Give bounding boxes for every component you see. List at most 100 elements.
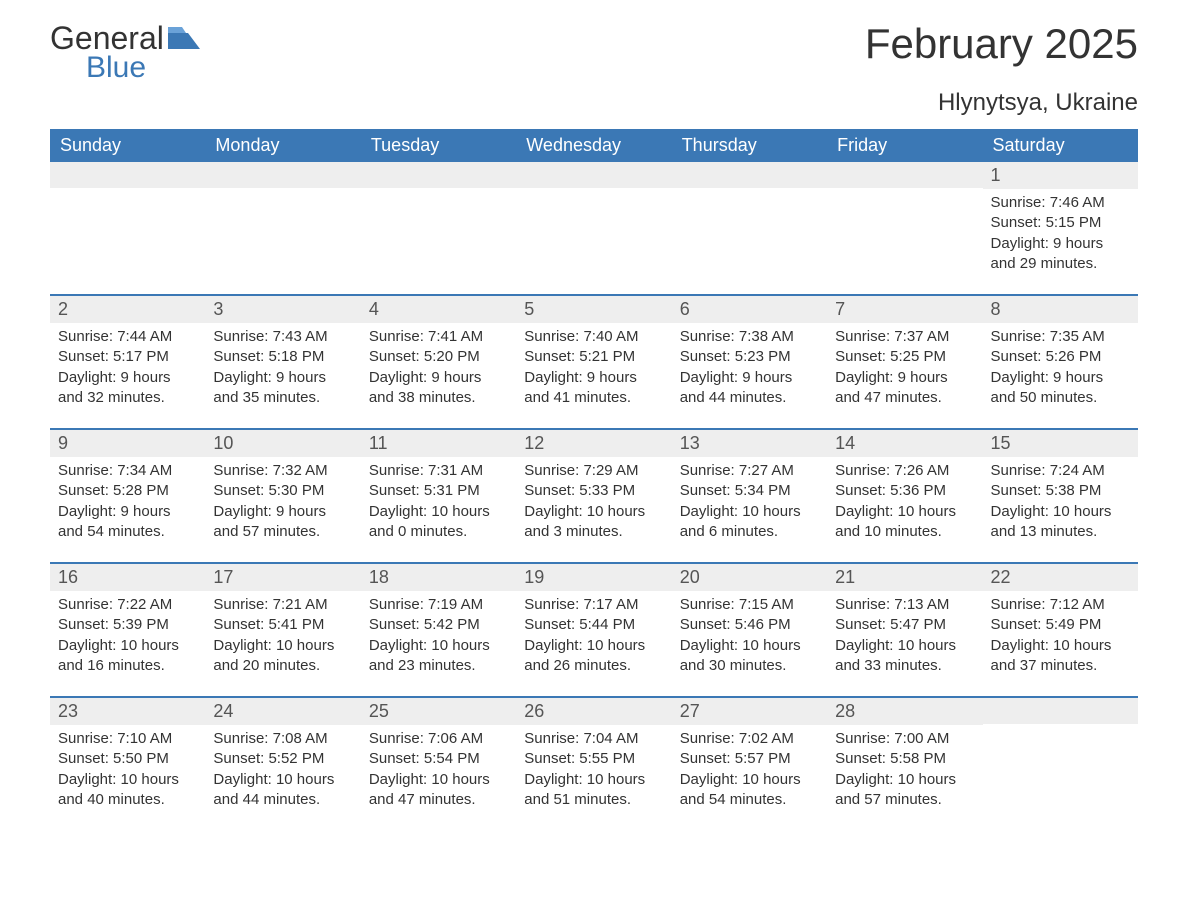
weekday-header: Saturday — [983, 129, 1138, 162]
day-body: Sunrise: 7:29 AMSunset: 5:33 PMDaylight:… — [516, 457, 671, 550]
sunrise-text: Sunrise: 7:34 AM — [58, 461, 197, 481]
daylight-text: Daylight: 10 hours and 13 minutes. — [991, 502, 1130, 543]
day-body: Sunrise: 7:13 AMSunset: 5:47 PMDaylight:… — [827, 591, 982, 684]
location-label: Hlynytsya, Ukraine — [50, 89, 1138, 117]
day-body: Sunrise: 7:26 AMSunset: 5:36 PMDaylight:… — [827, 457, 982, 550]
calendar-day: 21Sunrise: 7:13 AMSunset: 5:47 PMDayligh… — [827, 564, 982, 684]
day-body: Sunrise: 7:46 AMSunset: 5:15 PMDaylight:… — [983, 189, 1138, 282]
sunrise-text: Sunrise: 7:46 AM — [991, 193, 1130, 213]
calendar-day: 1Sunrise: 7:46 AMSunset: 5:15 PMDaylight… — [983, 162, 1138, 282]
sunrise-text: Sunrise: 7:35 AM — [991, 327, 1130, 347]
daylight-text: Daylight: 9 hours and 38 minutes. — [369, 368, 508, 409]
daylight-text: Daylight: 10 hours and 26 minutes. — [524, 636, 663, 677]
day-body: Sunrise: 7:37 AMSunset: 5:25 PMDaylight:… — [827, 323, 982, 416]
calendar-day: 10Sunrise: 7:32 AMSunset: 5:30 PMDayligh… — [205, 430, 360, 550]
sunset-text: Sunset: 5:17 PM — [58, 347, 197, 367]
day-number: 25 — [361, 698, 516, 725]
day-body: Sunrise: 7:17 AMSunset: 5:44 PMDaylight:… — [516, 591, 671, 684]
day-body: Sunrise: 7:19 AMSunset: 5:42 PMDaylight:… — [361, 591, 516, 684]
sunrise-text: Sunrise: 7:41 AM — [369, 327, 508, 347]
calendar-day — [205, 162, 360, 282]
sunset-text: Sunset: 5:44 PM — [524, 615, 663, 635]
sunrise-text: Sunrise: 7:04 AM — [524, 729, 663, 749]
sunset-text: Sunset: 5:34 PM — [680, 481, 819, 501]
calendar-day: 27Sunrise: 7:02 AMSunset: 5:57 PMDayligh… — [672, 698, 827, 818]
daylight-text: Daylight: 9 hours and 50 minutes. — [991, 368, 1130, 409]
sunset-text: Sunset: 5:21 PM — [524, 347, 663, 367]
day-number: 9 — [50, 430, 205, 457]
day-body: Sunrise: 7:10 AMSunset: 5:50 PMDaylight:… — [50, 725, 205, 818]
calendar-day: 7Sunrise: 7:37 AMSunset: 5:25 PMDaylight… — [827, 296, 982, 416]
calendar-day — [361, 162, 516, 282]
sunrise-text: Sunrise: 7:19 AM — [369, 595, 508, 615]
day-number: 16 — [50, 564, 205, 591]
calendar-day: 8Sunrise: 7:35 AMSunset: 5:26 PMDaylight… — [983, 296, 1138, 416]
day-number: 23 — [50, 698, 205, 725]
calendar-day: 9Sunrise: 7:34 AMSunset: 5:28 PMDaylight… — [50, 430, 205, 550]
daylight-text: Daylight: 10 hours and 6 minutes. — [680, 502, 819, 543]
sunset-text: Sunset: 5:33 PM — [524, 481, 663, 501]
sunset-text: Sunset: 5:58 PM — [835, 749, 974, 769]
day-number: 10 — [205, 430, 360, 457]
day-number — [361, 162, 516, 188]
day-number: 7 — [827, 296, 982, 323]
daylight-text: Daylight: 10 hours and 44 minutes. — [213, 770, 352, 811]
sunset-text: Sunset: 5:20 PM — [369, 347, 508, 367]
calendar-day: 25Sunrise: 7:06 AMSunset: 5:54 PMDayligh… — [361, 698, 516, 818]
calendar-day: 12Sunrise: 7:29 AMSunset: 5:33 PMDayligh… — [516, 430, 671, 550]
sunrise-text: Sunrise: 7:27 AM — [680, 461, 819, 481]
daylight-text: Daylight: 10 hours and 3 minutes. — [524, 502, 663, 543]
day-number: 6 — [672, 296, 827, 323]
sunset-text: Sunset: 5:38 PM — [991, 481, 1130, 501]
sunset-text: Sunset: 5:39 PM — [58, 615, 197, 635]
weekday-header: Friday — [827, 129, 982, 162]
daylight-text: Daylight: 10 hours and 20 minutes. — [213, 636, 352, 677]
day-number: 24 — [205, 698, 360, 725]
weekday-header-row: Sunday Monday Tuesday Wednesday Thursday… — [50, 129, 1138, 162]
calendar-day: 20Sunrise: 7:15 AMSunset: 5:46 PMDayligh… — [672, 564, 827, 684]
weekday-header: Sunday — [50, 129, 205, 162]
sunset-text: Sunset: 5:31 PM — [369, 481, 508, 501]
weekday-header: Monday — [205, 129, 360, 162]
sunrise-text: Sunrise: 7:02 AM — [680, 729, 819, 749]
sunset-text: Sunset: 5:26 PM — [991, 347, 1130, 367]
calendar-day: 26Sunrise: 7:04 AMSunset: 5:55 PMDayligh… — [516, 698, 671, 818]
calendar-day: 28Sunrise: 7:00 AMSunset: 5:58 PMDayligh… — [827, 698, 982, 818]
day-body: Sunrise: 7:00 AMSunset: 5:58 PMDaylight:… — [827, 725, 982, 818]
calendar-day: 4Sunrise: 7:41 AMSunset: 5:20 PMDaylight… — [361, 296, 516, 416]
calendar-day — [827, 162, 982, 282]
weekday-header: Tuesday — [361, 129, 516, 162]
daylight-text: Daylight: 10 hours and 54 minutes. — [680, 770, 819, 811]
calendar-day: 15Sunrise: 7:24 AMSunset: 5:38 PMDayligh… — [983, 430, 1138, 550]
sunset-text: Sunset: 5:30 PM — [213, 481, 352, 501]
day-number: 15 — [983, 430, 1138, 457]
sunrise-text: Sunrise: 7:32 AM — [213, 461, 352, 481]
calendar-day — [983, 698, 1138, 818]
sunset-text: Sunset: 5:25 PM — [835, 347, 974, 367]
calendar-week: 2Sunrise: 7:44 AMSunset: 5:17 PMDaylight… — [50, 294, 1138, 416]
daylight-text: Daylight: 9 hours and 54 minutes. — [58, 502, 197, 543]
sunrise-text: Sunrise: 7:43 AM — [213, 327, 352, 347]
day-body: Sunrise: 7:04 AMSunset: 5:55 PMDaylight:… — [516, 725, 671, 818]
daylight-text: Daylight: 9 hours and 35 minutes. — [213, 368, 352, 409]
day-body: Sunrise: 7:24 AMSunset: 5:38 PMDaylight:… — [983, 457, 1138, 550]
day-body: Sunrise: 7:31 AMSunset: 5:31 PMDaylight:… — [361, 457, 516, 550]
day-body: Sunrise: 7:08 AMSunset: 5:52 PMDaylight:… — [205, 725, 360, 818]
calendar-day: 19Sunrise: 7:17 AMSunset: 5:44 PMDayligh… — [516, 564, 671, 684]
day-body: Sunrise: 7:02 AMSunset: 5:57 PMDaylight:… — [672, 725, 827, 818]
sunset-text: Sunset: 5:36 PM — [835, 481, 974, 501]
day-body: Sunrise: 7:15 AMSunset: 5:46 PMDaylight:… — [672, 591, 827, 684]
calendar-day: 24Sunrise: 7:08 AMSunset: 5:52 PMDayligh… — [205, 698, 360, 818]
logo-flag-icon — [168, 20, 200, 57]
sunset-text: Sunset: 5:41 PM — [213, 615, 352, 635]
daylight-text: Daylight: 10 hours and 47 minutes. — [369, 770, 508, 811]
day-number: 11 — [361, 430, 516, 457]
day-body: Sunrise: 7:27 AMSunset: 5:34 PMDaylight:… — [672, 457, 827, 550]
day-number: 28 — [827, 698, 982, 725]
calendar-day: 22Sunrise: 7:12 AMSunset: 5:49 PMDayligh… — [983, 564, 1138, 684]
day-body: Sunrise: 7:32 AMSunset: 5:30 PMDaylight:… — [205, 457, 360, 550]
day-body: Sunrise: 7:41 AMSunset: 5:20 PMDaylight:… — [361, 323, 516, 416]
day-number: 3 — [205, 296, 360, 323]
sunrise-text: Sunrise: 7:15 AM — [680, 595, 819, 615]
sunrise-text: Sunrise: 7:10 AM — [58, 729, 197, 749]
